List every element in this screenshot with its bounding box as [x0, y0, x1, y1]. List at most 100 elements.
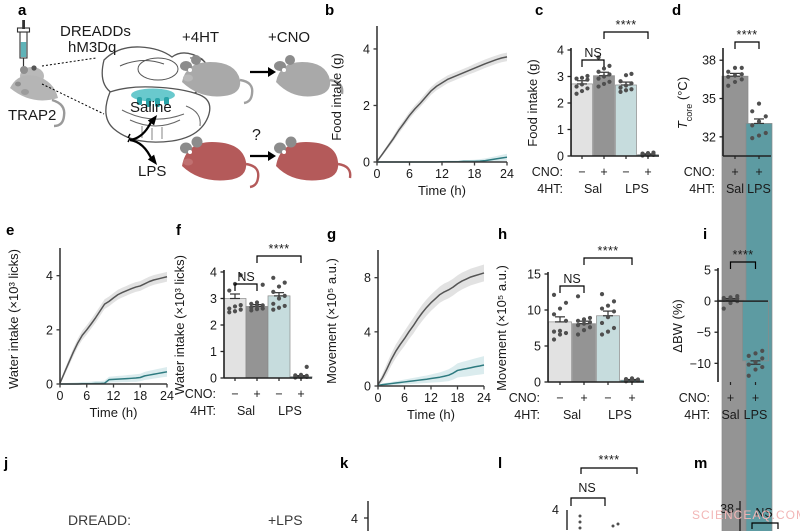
series-error-band	[60, 366, 167, 384]
data-point	[607, 72, 612, 77]
error-bar	[555, 316, 565, 323]
data-point	[260, 282, 265, 287]
panel-m-bar-chart: 38 NS	[718, 495, 800, 531]
y-tick-label: 4	[364, 325, 371, 339]
data-point	[726, 74, 731, 79]
significance-label: NS	[563, 272, 580, 286]
panel-h-svg: 0 5 10 15 Movement (×10⁵ a.u.) NS **** CNO: 4HT:…	[494, 244, 644, 422]
x-tick-label: 12	[435, 167, 449, 181]
data-point	[596, 76, 601, 81]
y-tick-label: 2	[557, 97, 564, 111]
y-tick-label: 5	[534, 340, 541, 354]
data-point	[271, 289, 276, 294]
schematic-svg: TRAP2 DREADDs hM3Dq	[8, 20, 352, 189]
cno-value: +	[752, 391, 759, 405]
panel-g-line-chart: 0 4 8 0 6 12 18 24 Time (h) Movement (×10⁵ a.u.)	[320, 240, 492, 436]
y-tick-label: 5	[704, 264, 711, 278]
significance-bracket: NS	[559, 272, 585, 293]
data-point	[611, 309, 617, 314]
x-tick-label: 0	[375, 391, 382, 405]
panel-k-svg: 4	[351, 501, 369, 531]
data-point	[585, 73, 590, 79]
data-point	[618, 85, 623, 90]
data-point	[746, 353, 751, 358]
y-tick-label: 2	[46, 323, 53, 337]
panel-k-ytick: 4	[351, 512, 358, 526]
data-point	[607, 79, 612, 84]
data-point	[551, 292, 557, 297]
4ht-value: Sal	[726, 182, 744, 196]
mouse-head-left	[10, 65, 66, 128]
data-point	[227, 306, 232, 311]
cno-row-label: CNO:	[679, 391, 710, 405]
saline-label: Saline	[130, 99, 172, 116]
data-point	[763, 114, 768, 119]
x-tick-label: 24	[500, 167, 514, 181]
data-point	[232, 309, 238, 314]
data-point	[557, 332, 563, 337]
panel-i-bar-chart: 5 0 −5 −10 ΔBW (%) **** CNO: 4HT: + + Sal LPS	[660, 240, 800, 436]
cno-value: +	[297, 387, 304, 401]
data-point	[293, 373, 298, 378]
data-point	[574, 91, 579, 96]
data-point	[260, 303, 265, 308]
data-point	[249, 301, 254, 306]
data-point	[282, 303, 287, 309]
data-point	[605, 315, 611, 320]
question-mark-label: ?	[252, 127, 261, 144]
x-tick-label: 18	[468, 167, 482, 181]
mouse-red-1	[180, 136, 260, 189]
data-point	[618, 89, 623, 94]
y-tick-label: 15	[527, 268, 541, 282]
trap2-label: TRAP2	[8, 107, 56, 124]
data-point	[623, 83, 629, 88]
panel-label-b: b	[325, 2, 335, 19]
cno-value: −	[231, 387, 238, 401]
series-error-band	[377, 153, 507, 162]
y-tick-label: 0	[210, 372, 217, 386]
data-point	[563, 318, 569, 323]
bar	[615, 84, 637, 157]
y-tick-label: 3	[557, 70, 564, 84]
data-point	[605, 303, 611, 308]
significance-label: ****	[615, 18, 636, 32]
data-point	[227, 310, 232, 315]
data-point	[763, 130, 768, 136]
data-point	[596, 55, 601, 60]
data-point	[581, 328, 587, 333]
data-point	[575, 323, 581, 328]
x-tick-label: 12	[107, 389, 121, 403]
dreadd-label: DREADD:	[68, 512, 131, 528]
data-point	[732, 79, 738, 85]
y-tick-label: 10	[527, 304, 541, 318]
data-point	[611, 299, 617, 304]
cno-value: +	[727, 391, 734, 405]
significance-label: NS	[584, 46, 601, 60]
panel-d-bar-chart: 32 35 38 Tcore (°C) **** CNO: 4HT: + + Sal LPS	[665, 14, 793, 531]
panel-f-svg: 0 1 2 3 4 Water intake (×10³ licks) NS **** CNO:…	[172, 242, 313, 418]
y-axis-label: Water intake (×10³ licks)	[6, 249, 21, 389]
y-tick-label: 8	[364, 271, 371, 285]
significance-label: ****	[732, 248, 753, 262]
significance-bracket: NS	[581, 46, 605, 67]
panel-label-c: c	[535, 2, 544, 19]
panel-b-line-chart: 0 2 4 0 6 12 18 24 Time (h) Food intake (g)	[325, 14, 515, 214]
data-point	[249, 308, 254, 313]
data-point	[557, 306, 563, 311]
y-axis-label: Water intake (×10³ licks)	[172, 255, 187, 395]
data-point	[760, 364, 765, 370]
series-error-band	[378, 356, 484, 386]
data-point	[551, 337, 557, 342]
data-point	[587, 315, 593, 321]
data-point	[579, 88, 585, 94]
cno-value: +	[644, 165, 651, 179]
panel-m-svg: 38 NS	[720, 501, 779, 531]
y-tick-label: 38	[702, 54, 716, 68]
x-tick-label: 6	[83, 389, 90, 403]
data-point	[587, 325, 593, 330]
panel-h-bar-chart: 0 5 10 15 Movement (×10⁵ a.u.) NS **** CNO: 4HT:…	[490, 240, 650, 436]
data-point	[651, 150, 656, 155]
hm3dq-label: hM3Dq	[68, 39, 116, 56]
panel-label-a: a	[18, 2, 27, 19]
series-line	[376, 56, 508, 162]
